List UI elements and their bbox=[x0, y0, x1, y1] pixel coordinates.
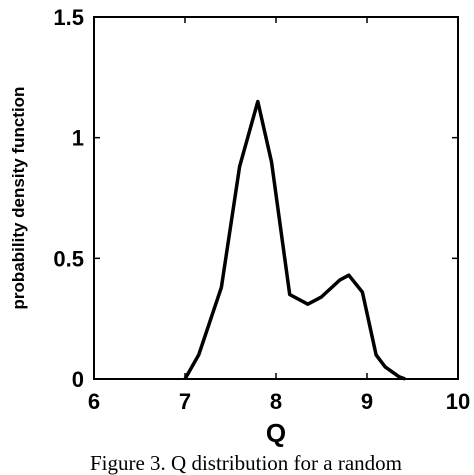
y-axis: 0 0.5 1 1.5 bbox=[53, 5, 458, 392]
data-point bbox=[339, 279, 341, 281]
y-tick-label: 0 bbox=[72, 367, 84, 392]
plot-lines bbox=[183, 99, 406, 381]
data-point bbox=[361, 291, 363, 293]
data-point bbox=[270, 161, 272, 163]
y-tick-label: 0.5 bbox=[53, 246, 84, 271]
data-point bbox=[398, 376, 400, 378]
pdf-curve bbox=[183, 99, 406, 381]
data-point bbox=[384, 366, 386, 368]
data-point bbox=[404, 378, 406, 380]
data-point bbox=[198, 354, 200, 356]
x-tick-label: 10 bbox=[446, 389, 470, 414]
figure-caption: Figure 3. Q distribution for a random bbox=[90, 451, 402, 475]
data-point bbox=[321, 296, 322, 298]
x-tick-label: 7 bbox=[179, 389, 191, 414]
x-tick-label: 6 bbox=[88, 389, 100, 414]
data-point bbox=[239, 166, 241, 168]
data-point bbox=[307, 303, 309, 305]
x-tick-label: 8 bbox=[270, 389, 282, 414]
y-axis-label: probability density function bbox=[9, 87, 28, 310]
data-point bbox=[348, 274, 350, 276]
y-tick-label: 1 bbox=[72, 126, 84, 151]
x-axis: 6 7 8 9 10 bbox=[88, 17, 470, 414]
x-tick-label: 9 bbox=[361, 389, 373, 414]
data-point bbox=[184, 378, 186, 380]
data-point bbox=[375, 354, 377, 356]
data-point bbox=[220, 286, 222, 288]
y-tick-label: 1.5 bbox=[53, 5, 84, 30]
x-axis-label: Q bbox=[266, 418, 286, 448]
data-point bbox=[257, 100, 259, 102]
data-point bbox=[289, 294, 291, 296]
